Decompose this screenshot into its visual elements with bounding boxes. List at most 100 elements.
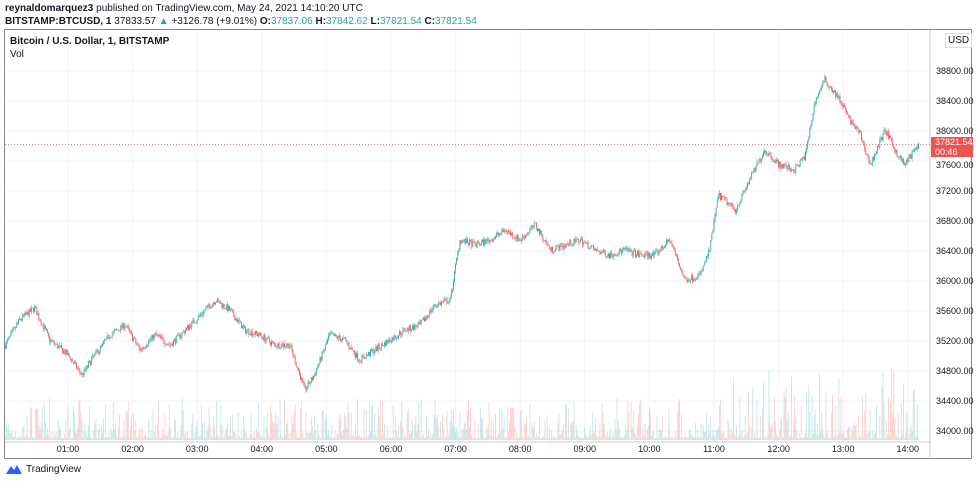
volume-bar [475,437,477,440]
volume-bar [417,424,419,440]
volume-bar [782,437,784,440]
candle-body [840,102,842,103]
volume-bar [856,437,858,440]
volume-bar [562,424,564,440]
volume-bar [614,418,616,440]
candle-body [514,237,516,239]
candle-body [400,331,402,335]
candle-body [672,245,674,248]
candle-body [843,104,845,108]
candle-body [585,242,587,243]
volume-bar [54,436,56,440]
candle-body [736,209,738,213]
volume-bar [810,437,812,440]
candle-body [670,242,672,243]
tradingview-logo[interactable]: TradingView [5,463,81,475]
candle-body [117,329,118,331]
candle-body [317,366,319,370]
volume-bar [236,437,238,440]
volume-bar [882,372,884,440]
volume-bar [723,431,725,440]
volume-bar [665,435,666,440]
volume-bar [576,430,578,440]
candle-body [810,124,812,129]
volume-bar [415,416,417,440]
volume-bar [735,436,736,440]
candle-body [599,251,601,254]
volume-bar [203,437,205,440]
candle-body [549,249,551,251]
volume-bar [685,436,687,440]
candle-body [155,333,157,336]
volume-bar [371,406,373,440]
candle-body [704,261,706,262]
candle-body [538,228,539,232]
candle-body [36,307,38,316]
candle-body [379,348,381,349]
candle-body [724,196,726,200]
volume-bar [906,412,908,440]
volume-bar [510,407,511,440]
candle-body [166,344,168,345]
candle-body [26,312,28,315]
candle-body [273,341,275,343]
candle-body [678,259,679,264]
volume-bar [335,437,337,440]
volume-bar [220,404,222,440]
volume-bar [68,429,70,440]
volume-bar [760,437,762,440]
volume-bar [678,402,679,440]
low-label: L: [370,16,380,27]
candle-body [530,227,532,230]
candle-body [844,107,846,111]
candle-body [449,297,451,301]
candle-body [312,377,313,380]
volume-bar [114,422,116,440]
candle-body [71,359,73,362]
candle-body [442,301,444,303]
volume-bar [228,435,229,440]
candle-body [702,265,704,270]
currency-label[interactable]: USD [945,33,973,48]
volume-bar [889,435,890,440]
candle-body [595,249,596,251]
volume-bar [881,386,883,440]
candle-body [699,273,701,275]
volume-bar [690,434,692,440]
volume-bar [316,438,318,440]
volume-bar [551,430,552,440]
volume-bar [90,437,92,440]
candle-body [884,129,886,132]
candle-body [23,314,25,316]
candle-body [918,143,919,149]
volume-bar [754,432,756,440]
volume-bar [40,423,42,440]
volume-bar [278,437,280,440]
volume-bar [602,413,604,440]
candle-body [531,225,533,228]
volume-bar [903,383,904,440]
high-label: H: [315,16,327,27]
volume-bar [855,425,857,440]
candle-body [118,330,120,331]
candle-body [259,332,261,336]
volume-bar [743,435,745,440]
volume-bar [740,435,742,440]
volume-bar [168,404,170,440]
candle-body [827,84,829,88]
publisher[interactable]: reynaldomarquez3 [5,3,94,14]
candle-body [180,335,182,338]
candle-body [474,242,476,244]
volume-bar [876,405,877,440]
chart-frame[interactable] [4,29,972,459]
volume-bar [619,437,621,440]
candle-body [473,241,475,243]
candle-body [786,168,788,170]
volume-bar [649,407,650,440]
candle-body [682,272,684,275]
volume-bar [870,437,872,440]
volume-bar [558,413,560,440]
ohlc-bar: BITSTAMP:BTCUSD, 1 37833.57 ▲ +3126.78 (… [5,16,477,27]
volume-bar [816,423,818,440]
